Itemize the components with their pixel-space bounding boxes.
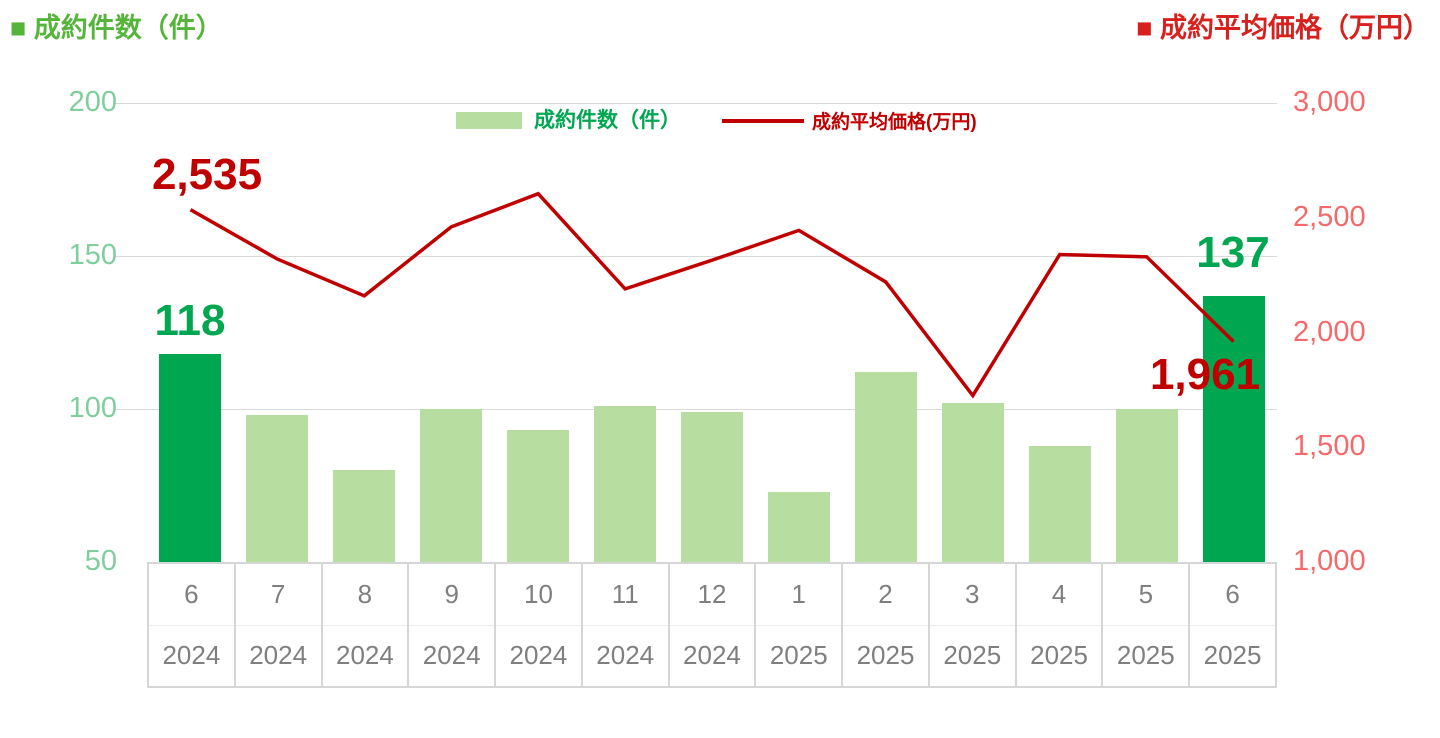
right-axis-tick-label: 1,000 [1293, 545, 1366, 577]
left-axis-tick-label: 100 [68, 392, 117, 424]
year-label: 2024 [596, 640, 655, 671]
month-label: 8 [322, 564, 408, 626]
year-label: 2025 [943, 640, 1002, 671]
left-series-title: ■ 成約件数（件） [10, 13, 223, 43]
bar-2025-1 [767, 491, 830, 562]
x-axis-table: 6 2024 7 2024 8 2024 9 2024 10 2024 11 2024 12 2024 1 2… [147, 562, 1277, 688]
x-axis-column-2024-12: 12 2024 [667, 564, 755, 686]
year-label: 2025 [1030, 640, 1088, 671]
month-label: 6 [149, 564, 234, 626]
line-legend-swatch-icon [722, 119, 804, 123]
right-series-title: ■ 成約平均価格（万円） [1136, 13, 1430, 43]
x-axis-column-2024-7: 7 2024 [233, 564, 321, 686]
month-label: 10 [496, 564, 581, 626]
year-label: 2025 [856, 640, 915, 671]
x-axis-column-2025-3: 3 2025 [927, 564, 1015, 686]
line-legend-label: 成約平均価格(万円) [812, 112, 977, 133]
data-label-bar-first: 118 [154, 296, 226, 345]
year-label: 2024 [335, 640, 394, 671]
right-axis-tick-label: 3,000 [1293, 86, 1366, 118]
bar-2025-5 [1115, 409, 1178, 562]
left-axis-tick-label: 50 [84, 545, 117, 577]
x-axis-column-2024-9: 9 2024 [407, 564, 495, 686]
right-axis-tick-label: 2,000 [1293, 315, 1366, 348]
bar-2025-2 [854, 372, 917, 562]
year-label: 2025 [1203, 640, 1262, 671]
x-axis-column-2024-11: 11 2024 [580, 564, 668, 686]
x-axis-column-2025-5: 5 2025 [1101, 564, 1189, 686]
x-axis-column-2024-8: 8 2024 [320, 564, 408, 686]
month-label: 12 [669, 564, 755, 626]
bar-2024-6 [159, 353, 222, 562]
month-label: 5 [1103, 564, 1189, 626]
gridline [115, 408, 1277, 410]
month-label: 9 [409, 564, 495, 626]
month-label: 2 [843, 564, 928, 626]
month-label: 7 [235, 564, 321, 626]
bar-2024-9 [420, 409, 483, 562]
bar-2025-4 [1028, 445, 1091, 562]
left-axis-tick-label: 150 [68, 239, 117, 271]
x-axis-column-2025-6: 6 2025 [1188, 564, 1275, 686]
gridline [115, 102, 1277, 104]
x-axis-column-2024-10: 10 2024 [494, 564, 581, 686]
x-axis-column-2024-6: 6 2024 [149, 564, 234, 686]
data-label-bar-last: 137 [1196, 228, 1270, 277]
bar-2024-8 [333, 470, 396, 562]
month-label: 4 [1016, 564, 1102, 626]
year-label: 2025 [1116, 640, 1175, 671]
bar-2025-6 [1202, 295, 1265, 562]
bar-legend-label: 成約件数（件） [534, 109, 681, 132]
gridline [115, 255, 1277, 257]
bar-2025-3 [941, 402, 1004, 562]
bar-2024-10 [507, 430, 570, 562]
year-label: 2025 [769, 640, 828, 671]
bar-legend-swatch-icon [456, 112, 522, 129]
year-label: 2024 [162, 640, 221, 671]
month-label: 3 [929, 564, 1015, 626]
bar-2024-7 [246, 415, 309, 562]
x-axis-column-2025-1: 1 2025 [754, 564, 842, 686]
x-axis-column-2025-2: 2 2025 [841, 564, 928, 686]
year-label: 2024 [509, 640, 568, 671]
month-label: 6 [1190, 564, 1275, 626]
left-axis-tick-label: 200 [68, 86, 117, 118]
right-axis-tick-label: 2,500 [1293, 200, 1366, 233]
bar-2024-12 [681, 412, 743, 562]
data-label-line-first: 2,535 [151, 150, 263, 199]
data-label-line-last: 1,961 [1149, 350, 1261, 399]
bar-2024-11 [594, 405, 657, 562]
month-label: 1 [756, 564, 842, 626]
year-label: 2024 [249, 640, 308, 671]
year-label: 2024 [422, 640, 481, 671]
right-axis-tick-label: 1,500 [1293, 430, 1366, 463]
year-label: 2024 [683, 640, 741, 671]
price-line [189, 191, 1235, 399]
month-label: 11 [582, 564, 668, 626]
x-axis-column-2025-4: 4 2025 [1014, 564, 1102, 686]
